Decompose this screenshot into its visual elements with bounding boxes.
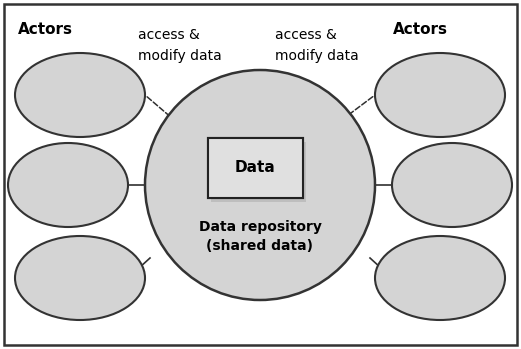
Ellipse shape: [15, 53, 145, 137]
Bar: [207, 138, 303, 198]
Ellipse shape: [8, 143, 128, 227]
Text: Data repository
(shared data): Data repository (shared data): [199, 220, 321, 253]
Ellipse shape: [375, 53, 505, 137]
Text: Data: Data: [234, 161, 276, 176]
Ellipse shape: [392, 143, 512, 227]
Text: access &
modify data: access & modify data: [138, 28, 222, 62]
Bar: [207, 138, 303, 198]
Circle shape: [145, 70, 375, 300]
Text: access &
modify data: access & modify data: [275, 28, 359, 62]
Ellipse shape: [375, 236, 505, 320]
Text: Actors: Actors: [393, 22, 448, 37]
Bar: [210, 142, 305, 202]
Ellipse shape: [15, 236, 145, 320]
Text: Actors: Actors: [18, 22, 73, 37]
